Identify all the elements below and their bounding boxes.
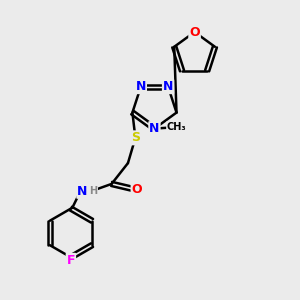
Text: O: O bbox=[132, 183, 142, 196]
Text: N: N bbox=[77, 185, 88, 198]
Text: CH₃: CH₃ bbox=[167, 122, 187, 132]
Text: N: N bbox=[149, 122, 160, 135]
Text: H: H bbox=[89, 186, 97, 196]
Text: S: S bbox=[131, 131, 140, 144]
Text: N: N bbox=[136, 80, 146, 93]
Text: F: F bbox=[67, 254, 75, 267]
Text: N: N bbox=[163, 80, 173, 93]
Text: O: O bbox=[189, 26, 200, 38]
